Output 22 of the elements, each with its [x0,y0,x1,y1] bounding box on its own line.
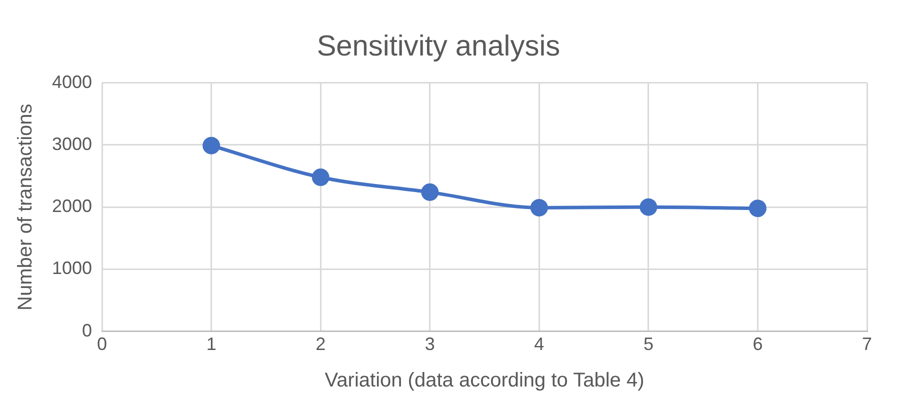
y-tick-label: 1000 [52,258,92,278]
x-tick-label: 5 [643,334,654,354]
y-axis-title: Number of transactions [14,104,37,310]
y-tick-label: 0 [82,320,92,340]
x-axis-title: Variation (data according to Table 4) [324,370,644,392]
x-tick-label: 0 [97,334,108,354]
chart-title: Sensitivity analysis [316,30,560,62]
point [312,168,330,186]
x-tick-label: 6 [752,334,763,354]
x-tick-label: 4 [534,334,544,354]
point [202,136,220,154]
point [421,183,439,201]
y-tick-label: 2000 [52,196,92,216]
x-tick-label: 2 [316,334,326,354]
point [748,200,766,218]
x-tick-label: 3 [424,334,435,354]
x-tick-label: 7 [862,334,872,354]
point [640,198,658,216]
y-tick-label: 3000 [52,134,92,154]
y-tick-label: 4000 [52,72,92,92]
x-tick-label: 1 [206,334,216,354]
point [530,198,548,216]
